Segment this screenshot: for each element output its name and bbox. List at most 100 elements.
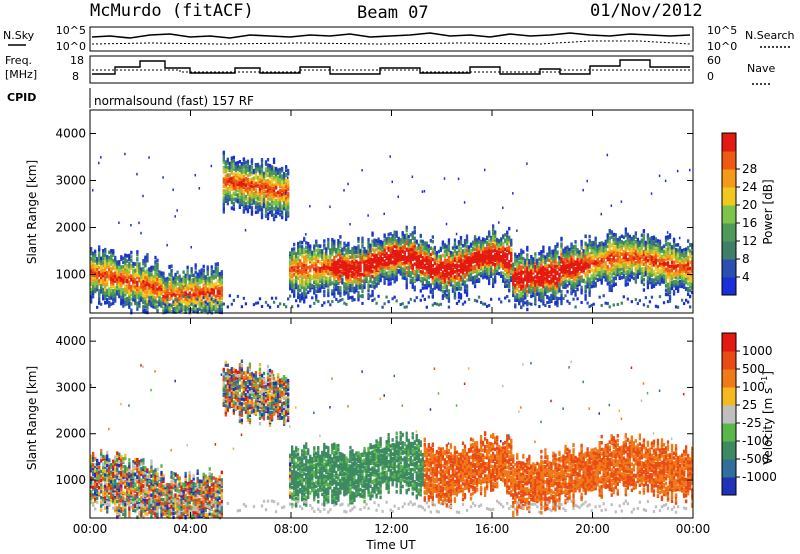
heatmap-cell <box>272 188 276 192</box>
heatmap-cell <box>238 189 242 194</box>
heatmap-cell <box>132 276 135 280</box>
heatmap-cell <box>409 232 412 237</box>
heatmap-cell <box>291 250 294 255</box>
heatmap-cell <box>204 308 207 313</box>
heatmap-cell <box>154 302 157 307</box>
heatmap-cell <box>301 282 304 287</box>
heatmap-cell <box>244 228 247 232</box>
heatmap-cell <box>162 302 165 306</box>
heatmap-cell <box>357 284 360 288</box>
heatmap-cell <box>134 297 137 301</box>
heatmap-cell <box>246 167 250 172</box>
heatmap-cell <box>194 301 197 305</box>
heatmap-cell <box>122 276 125 281</box>
heatmap-cell <box>371 292 374 297</box>
heatmap-cell <box>481 237 485 241</box>
heatmap-cell <box>377 256 380 261</box>
heatmap-cell <box>447 278 451 283</box>
heatmap-cell <box>108 255 111 260</box>
heatmap-cell <box>351 251 354 256</box>
heatmap-cell <box>266 192 270 197</box>
heatmap-cell <box>246 192 250 197</box>
heatmap-cell <box>262 174 266 178</box>
heatmap-cell <box>293 286 296 290</box>
heatmap-cell <box>359 283 362 288</box>
heatmap-cell <box>407 244 410 249</box>
heatmap-cell <box>150 301 153 305</box>
heatmap-cell <box>136 283 139 287</box>
heatmap-cell <box>98 161 100 165</box>
heatmap-cell <box>256 175 260 180</box>
heatmap-cell <box>487 303 491 307</box>
heatmap-cell <box>407 248 410 253</box>
heatmap-cell <box>158 298 161 303</box>
heatmap-cell <box>206 298 209 302</box>
heatmap-cell <box>371 280 374 285</box>
heatmap-cell <box>274 296 278 300</box>
heatmap-cell <box>142 289 145 294</box>
heatmap-cell <box>182 285 185 289</box>
heatmap-cell <box>110 254 113 258</box>
heatmap-cell <box>471 281 475 285</box>
heatmap-cell <box>144 308 147 313</box>
heatmap-cell <box>542 249 545 253</box>
heatmap-cell <box>278 198 282 202</box>
heatmap-cell <box>172 276 175 280</box>
heatmap-cell <box>299 269 302 273</box>
heatmap-cell <box>106 291 109 296</box>
heatmap-cell <box>228 165 231 170</box>
heatmap-cell <box>234 185 238 189</box>
heatmap-cell <box>534 255 537 260</box>
heatmap-cell <box>331 266 334 270</box>
heatmap-cell <box>397 258 400 263</box>
heatmap-cell <box>526 307 529 312</box>
heatmap-cell <box>204 303 207 307</box>
heatmap-cell <box>391 250 394 254</box>
heatmap-cell <box>510 269 513 274</box>
heatmap-cell <box>110 267 113 271</box>
heatmap-cell <box>371 247 374 251</box>
heatmap-cell <box>514 295 517 299</box>
heatmap-cell <box>375 275 378 279</box>
heatmap-cell <box>250 184 254 189</box>
heatmap-cell <box>399 253 402 258</box>
heatmap-cell <box>465 288 469 292</box>
heatmap-cell <box>540 298 543 302</box>
heatmap-cell <box>299 274 302 279</box>
heatmap-cell <box>465 265 469 269</box>
heatmap-cell <box>329 255 332 259</box>
heatmap-cell <box>202 264 205 269</box>
heatmap-cell <box>373 297 376 301</box>
heatmap-cell <box>323 239 326 243</box>
heatmap-cell <box>461 264 465 269</box>
date-title: 01/Nov/2012 <box>590 1 703 21</box>
heatmap-cell <box>180 307 183 312</box>
heatmap-cell <box>445 288 449 293</box>
heatmap-cell <box>260 195 264 200</box>
heatmap-cell <box>293 278 296 283</box>
heatmap-cell <box>371 262 374 267</box>
heatmap-cell <box>120 291 123 296</box>
heatmap-cell <box>266 173 270 178</box>
heatmap-cell <box>343 253 346 257</box>
heatmap-cell <box>327 259 330 263</box>
heatmap-cell <box>148 278 151 283</box>
heatmap-cell <box>100 258 103 263</box>
heatmap-cell <box>359 274 362 279</box>
heatmap-cell <box>357 253 360 257</box>
heatmap-cell <box>274 204 278 209</box>
heatmap-cell <box>142 293 145 298</box>
heatmap-cell <box>475 265 479 269</box>
heatmap-cell <box>218 308 221 312</box>
heatmap-cell <box>268 190 272 194</box>
heatmap-cell <box>270 209 274 214</box>
heatmap-cell <box>156 272 159 277</box>
heatmap-cell <box>469 269 473 274</box>
heatmap-cell <box>156 262 159 267</box>
heatmap-cell <box>138 221 140 225</box>
heatmap-cell <box>375 264 378 269</box>
heatmap-cell <box>176 297 179 301</box>
heatmap-cell <box>230 187 233 192</box>
heatmap-cell <box>134 285 137 289</box>
heatmap-cell <box>188 276 191 280</box>
